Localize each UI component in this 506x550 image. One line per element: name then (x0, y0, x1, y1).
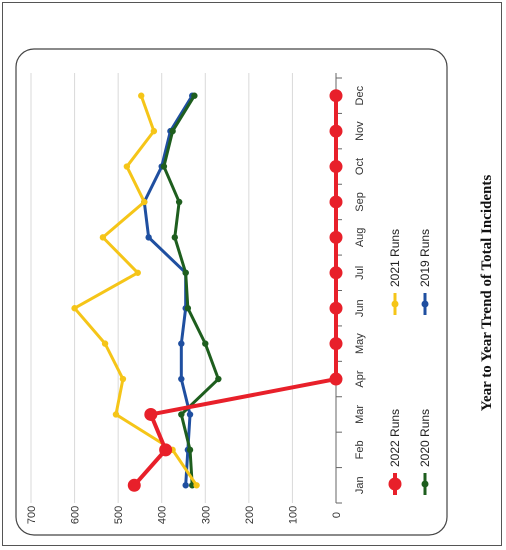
value-tick-label: 500 (113, 506, 125, 524)
plot-border (15, 48, 448, 536)
data-point (329, 195, 343, 209)
grid-lines (30, 73, 293, 503)
data-point (141, 198, 148, 206)
category-tick-label: Mar (354, 405, 366, 424)
legend-swatch-marker (421, 300, 429, 308)
data-point (186, 446, 194, 454)
data-point (186, 411, 194, 418)
data-point (329, 301, 343, 315)
data-point (138, 92, 145, 99)
data-point (134, 269, 141, 276)
data-point (182, 269, 189, 276)
data-point (123, 163, 131, 170)
data-point (329, 230, 343, 244)
series-2020-runs (160, 92, 222, 489)
legend-swatch-marker (388, 477, 402, 491)
category-tick-label: Aug (354, 228, 366, 248)
category-tick-label: Sep (354, 192, 366, 212)
data-point (71, 305, 78, 312)
data-point (193, 482, 200, 489)
data-point (329, 337, 343, 351)
data-point (178, 340, 185, 347)
data-point (202, 340, 209, 347)
legend-swatch-marker (421, 480, 429, 488)
legend-item: 2020 Runs (418, 409, 432, 495)
legend-item: 2021 Runs (388, 229, 402, 315)
data-point (169, 127, 176, 135)
category-tick-label: Jun (354, 299, 366, 317)
data-point (119, 375, 127, 383)
category-tick-labels: Jan Feb Mar Apr May Jun Jul Aug Sep Oct Nov Dec (354, 85, 366, 494)
chart-title: Year to Year Trend of Total Incidents (479, 175, 495, 412)
category-tick-label: Nov (354, 121, 366, 141)
category-tick-label: Jul (354, 266, 366, 280)
legend-label: 2020 Runs (418, 409, 432, 467)
value-tick-label: 700 (26, 506, 38, 524)
series-line (162, 94, 220, 486)
data-point (178, 411, 185, 418)
data-point (178, 375, 185, 383)
data-point (145, 234, 152, 241)
category-tick-label: Oct (354, 158, 366, 175)
series-2022-runs (127, 89, 343, 492)
value-tick-label: 100 (287, 506, 299, 524)
data-point (150, 127, 158, 135)
value-tick-label: 0 (331, 512, 343, 518)
data-point (182, 482, 189, 489)
series-line (73, 95, 198, 487)
data-point (191, 92, 198, 99)
data-point (101, 340, 109, 347)
data-point (99, 234, 107, 241)
category-tick-label: Jan (354, 476, 366, 494)
page-frame: 0 100 200 300 400 500 600 700 Jan Feb Mar Apr May Ju… (2, 2, 502, 546)
data-point (329, 89, 343, 103)
legend: 2022 Runs 2021 Runs 2020 Runs 2019 Runs (388, 229, 432, 495)
data-point (127, 478, 141, 492)
data-point (160, 163, 168, 170)
legend-label: 2021 Runs (388, 229, 402, 287)
category-tick-label: Feb (354, 440, 366, 459)
legend-swatch-marker (391, 300, 399, 308)
data-point (329, 124, 343, 138)
data-point (215, 375, 222, 383)
category-tick-label: May (354, 333, 366, 354)
data-point (144, 407, 158, 421)
data-point (171, 234, 178, 241)
legend-item: 2019 Runs (418, 229, 432, 315)
data-point (112, 411, 120, 418)
data-point (159, 443, 173, 457)
category-tick-label: Dec (354, 85, 366, 105)
category-tick-label: Apr (354, 370, 366, 387)
chart: 0 100 200 300 400 500 600 700 Jan Feb Mar Apr May Ju… (15, 48, 495, 536)
data-point (175, 198, 183, 206)
legend-label: 2019 Runs (418, 229, 432, 287)
legend-item: 2022 Runs (388, 409, 402, 495)
value-tick-label: 300 (200, 506, 212, 524)
legend-label: 2022 Runs (388, 409, 402, 467)
value-tick-label: 600 (70, 506, 82, 524)
series-lines (71, 89, 343, 492)
series-2021-runs (71, 92, 200, 489)
value-tick-label: 400 (157, 506, 169, 524)
data-point (184, 305, 192, 312)
data-point (329, 372, 343, 386)
data-point (329, 266, 343, 280)
data-point (329, 160, 343, 174)
value-axis: 0 100 200 300 400 500 600 700 (26, 506, 343, 524)
value-tick-label: 200 (244, 506, 256, 524)
